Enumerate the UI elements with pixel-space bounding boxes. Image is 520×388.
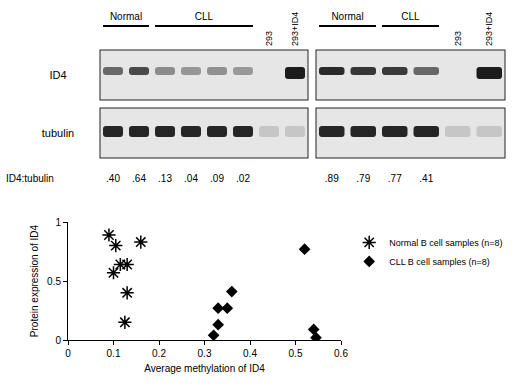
svg-text:.02: .02: [236, 173, 250, 184]
svg-text:0.5: 0.5: [47, 276, 61, 287]
svg-text:CLL: CLL: [401, 11, 420, 22]
svg-text:.41: .41: [419, 173, 433, 184]
svg-text:Protein expression of ID4: Protein expression of ID4: [29, 224, 40, 337]
svg-text:CLL B cell samples (n=8): CLL B cell samples (n=8): [389, 257, 489, 267]
svg-text:ID4:tubulin: ID4:tubulin: [6, 173, 54, 184]
svg-text:Normal B cell samples (n=8): Normal B cell samples (n=8): [389, 238, 502, 248]
svg-text:293+ID4: 293+ID4: [484, 12, 494, 46]
svg-text:.64: .64: [132, 173, 146, 184]
svg-text:0.4: 0.4: [243, 348, 257, 359]
svg-text:.79: .79: [356, 173, 370, 184]
svg-text:tubulin: tubulin: [42, 127, 74, 139]
svg-text:Average methylation of ID4: Average methylation of ID4: [144, 363, 265, 374]
svg-text:0.2: 0.2: [152, 348, 166, 359]
svg-text:0.6: 0.6: [334, 348, 348, 359]
svg-text:293+ID4: 293+ID4: [290, 12, 300, 46]
svg-text:.04: .04: [184, 173, 198, 184]
svg-text:.89: .89: [325, 173, 339, 184]
svg-text:0: 0: [55, 335, 61, 346]
svg-text:0.1: 0.1: [107, 348, 121, 359]
svg-text:Normal: Normal: [110, 11, 142, 22]
svg-text:293: 293: [453, 31, 463, 46]
svg-text:293: 293: [264, 31, 274, 46]
svg-text:.40: .40: [106, 173, 120, 184]
svg-text:Normal: Normal: [331, 11, 363, 22]
svg-text:0.3: 0.3: [198, 348, 212, 359]
svg-text:.77: .77: [388, 173, 402, 184]
svg-text:0.5: 0.5: [289, 348, 303, 359]
svg-text:1: 1: [55, 217, 61, 228]
svg-text:.09: .09: [210, 173, 224, 184]
svg-text:CLL: CLL: [195, 11, 214, 22]
svg-text:.13: .13: [158, 173, 172, 184]
svg-text:0: 0: [65, 348, 71, 359]
svg-text:ID4: ID4: [49, 69, 66, 81]
